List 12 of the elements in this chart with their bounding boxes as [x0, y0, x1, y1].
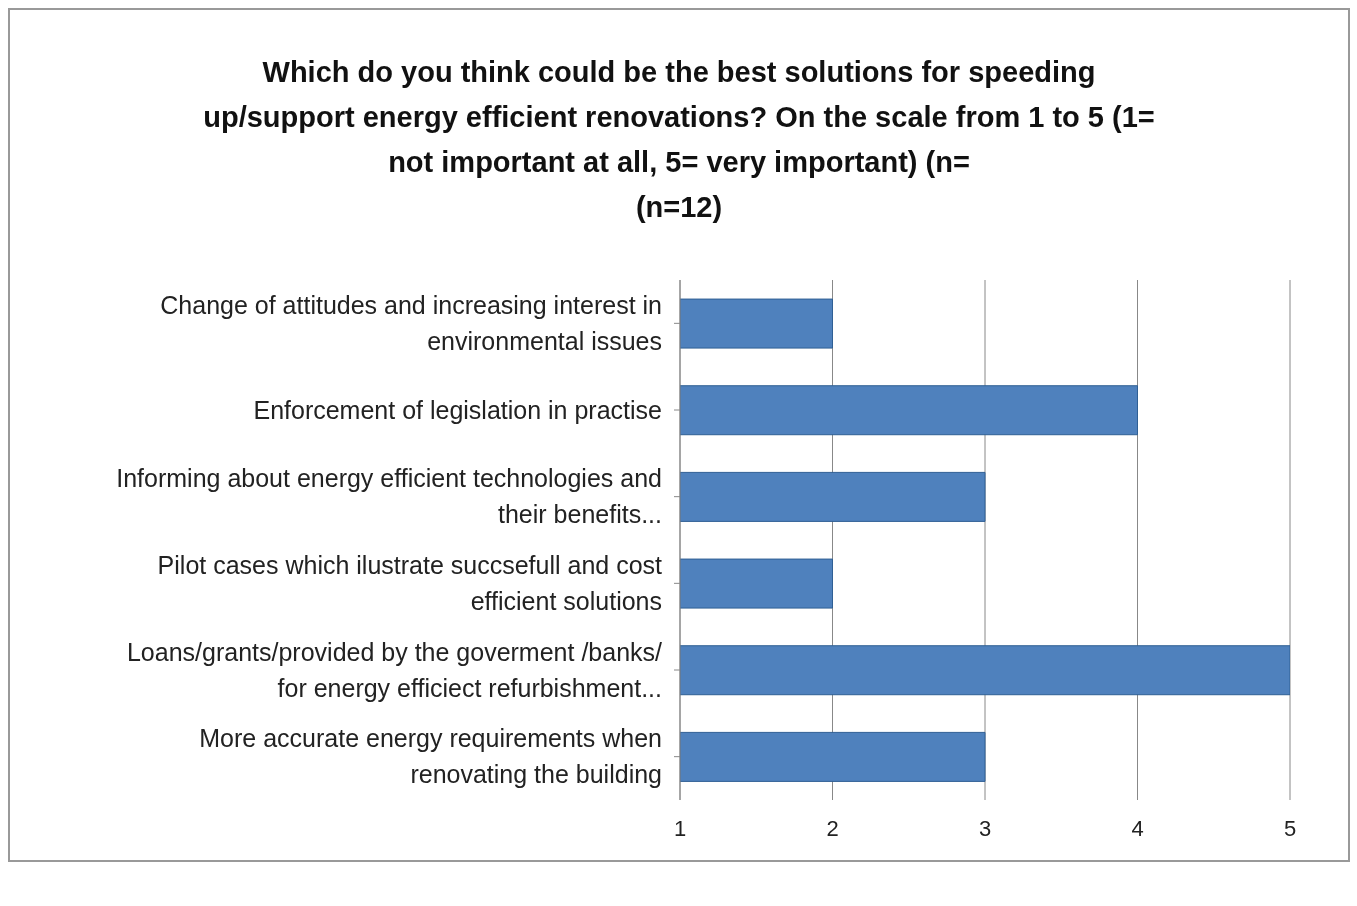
x-tick-label: 4 — [1131, 815, 1144, 841]
chart-title: Which do you think could be the best solutions for speeding up/support energy efficient renovations? On the scale from 1 to 5 (1= not important at all, 5= very important) (n= (n=12) — [202, 55, 1156, 225]
y-tick-label: Pilot cases which ilustrate succsefull and cost efficient solutions — [157, 551, 663, 616]
y-tick-label: Change of attitudes and increasing interest in environmental issues — [160, 291, 662, 356]
x-tick-label: 1 — [673, 815, 687, 841]
y-tick-label: Enforcement of legislation in practise — [253, 395, 662, 424]
x-tick-label: 3 — [978, 815, 992, 841]
y-tick-label: More accurate energy requirements when renovating the building — [199, 724, 662, 789]
y-tick-label: Loans/grants/provided by the goverment /banks/ for energy efficiect refurbishment... — [126, 637, 663, 702]
y-tick-label: Informing about energy efficient technologies and their benefits... — [116, 464, 662, 529]
x-tick-label: 2 — [826, 815, 839, 841]
x-tick-label: 5 — [1283, 815, 1297, 841]
